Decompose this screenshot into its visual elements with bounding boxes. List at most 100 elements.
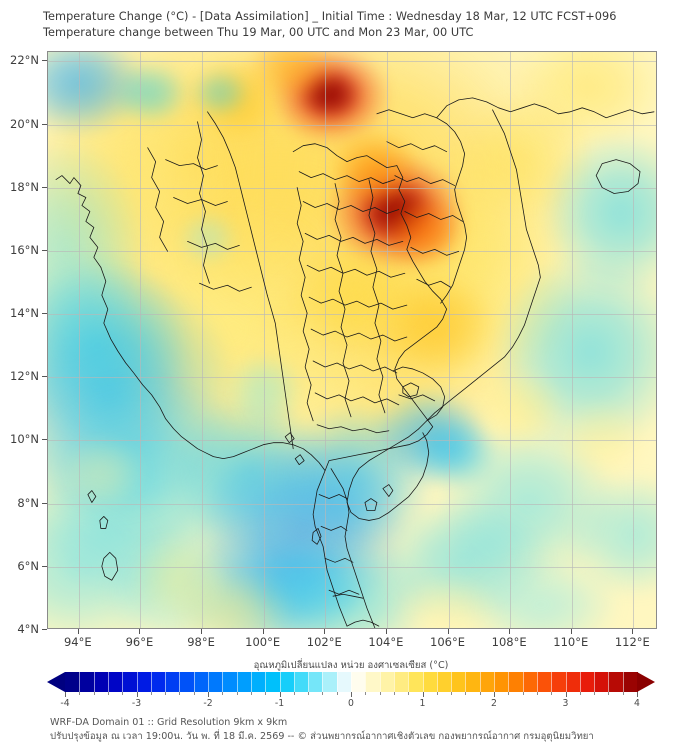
colorbar-strip[interactable] [65,672,639,692]
field-anomaly-blob [128,535,227,624]
colorbar-segment [522,672,539,692]
footer-line-2: ปรับปรุงข้อมูล ณ เวลา 19:00น. วัน พ. ที่… [50,731,594,742]
colorbar-segment [250,672,267,692]
colorbar-major-tick [494,692,495,697]
gridline-vertical [448,52,450,628]
map-frame [47,51,657,629]
y-axis-label: 8°N [17,495,39,510]
colorbar-segment-divider [136,672,138,692]
colorbar-segment [279,672,296,692]
colorbar-segment-divider [379,672,381,692]
x-axis-label: 96°E [125,635,154,649]
colorbar-segment [622,672,639,692]
colorbar-segment-divider [451,672,453,692]
x-axis-label: 106°E [430,635,465,649]
colorbar-segment [93,672,110,692]
colorbar-under-cap [47,672,65,692]
y-axis-tick [42,376,47,378]
field-anomaly-blob [371,386,489,482]
colorbar-segment-divider [150,672,152,692]
map-plot-area[interactable]: 94°E 96°E 98°E 100°E 102°E 104°E 106°E 108°E 110… [10,51,657,649]
colorbar-major-tick [565,692,567,697]
colorbar-segment [508,672,525,692]
colorbar-segment [322,672,339,692]
chart-title-line-2: Temperature change between Thu 19 Mar, 0… [43,26,474,39]
field-anomaly-blob [60,434,147,510]
colorbar-segment [494,672,510,692]
x-axis-label: 104°E [368,635,404,649]
y-axis-tick [42,313,47,315]
field-anomaly-blob [374,273,498,381]
gridline-vertical [325,52,327,628]
x-axis-label: 112°E [614,635,650,649]
colorbar-minor-tick [236,692,238,695]
colorbar-segment-divider [193,672,195,692]
chart-title-line-1: Temperature Change (°C) - [Data Assimila… [43,10,617,23]
y-axis-label: 22°N [10,53,39,68]
gridline-vertical [571,52,573,628]
gridline-horizontal [48,314,656,316]
x-axis-tick [262,629,264,634]
x-axis-tick [632,629,634,634]
colorbar-minor-tick [293,692,295,695]
field-anomaly-blob [251,535,437,628]
colorbar-segment-divider [208,672,209,692]
colorbar-segment [136,672,153,692]
gridline-horizontal [48,440,656,442]
field-anomaly-blob [48,250,190,441]
colorbar-segment-divider [508,672,510,692]
colorbar-segment-divider [222,672,224,692]
colorbar-minor-tick [508,692,510,695]
colorbar-segment [565,672,582,692]
colorbar-segment [393,672,410,692]
colorbar-segment-divider [479,672,481,692]
colorbar-tick-label: -3 [131,698,142,709]
x-axis-label: 108°E [491,635,527,649]
y-axis-tick [42,186,47,188]
colorbar-minor-tick [150,692,152,695]
x-axis-label: 98°E [187,635,215,649]
colorbar-minor-tick [79,692,81,695]
colorbar-segment-divider [422,672,424,692]
y-axis-tick [42,565,47,567]
colorbar-tick-label: -1 [274,698,285,709]
colorbar-segment [579,672,596,692]
country-borders [55,97,655,628]
field-anomaly-blob [466,364,566,454]
footer-block: WRF-DA Domain 01 :: Grid Resolution 9km … [50,716,660,744]
gridline-horizontal [48,377,656,379]
colorbar-minor-tick [408,692,410,695]
colorbar-segment [107,672,124,692]
colorbar-minor-tick [608,692,610,695]
colorbar-segment [122,672,138,692]
colorbar-segment [351,672,367,692]
field-anomaly-blob [451,93,600,220]
colorbar-tick-label: 1 [419,698,426,709]
colorbar-segment-divider [107,672,109,692]
colorbar-segment [479,672,496,692]
colorbar-segment-divider [393,672,395,692]
y-axis-tick [42,502,47,504]
colorbar-segment [222,672,239,692]
colorbar-title: อุณหภูมิเปลี่ยนแปลง หน่วย องศาเซลเซียส (… [253,660,449,671]
colorbar-segment-divider [579,672,581,692]
x-axis-tick [201,629,203,634]
colorbar-minor-tick [393,692,395,695]
colorbar-segment-divider [408,672,410,692]
colorbar-segment [208,672,224,692]
colorbar-minor-tick [93,692,95,695]
colorbar-row[interactable] [47,672,655,692]
colorbar-segment-divider [279,672,281,692]
footer-line-1: WRF-DA Domain 01 :: Grid Resolution 9km … [50,717,288,728]
colorbar-over-cap [637,672,655,692]
field-anomaly-blob [103,535,239,628]
colorbar-segment [150,672,167,692]
x-axis-label: 100°E [245,635,281,649]
colorbar-minor-tick [579,692,581,695]
colorbar-ticks: -4 -3 -2 -1 0 1 2 3 4 [60,692,640,709]
colorbar-minor-tick [250,692,252,695]
map-gridlines [48,52,656,628]
field-anomaly-blob [377,497,551,624]
y-axis-tick [42,249,47,251]
